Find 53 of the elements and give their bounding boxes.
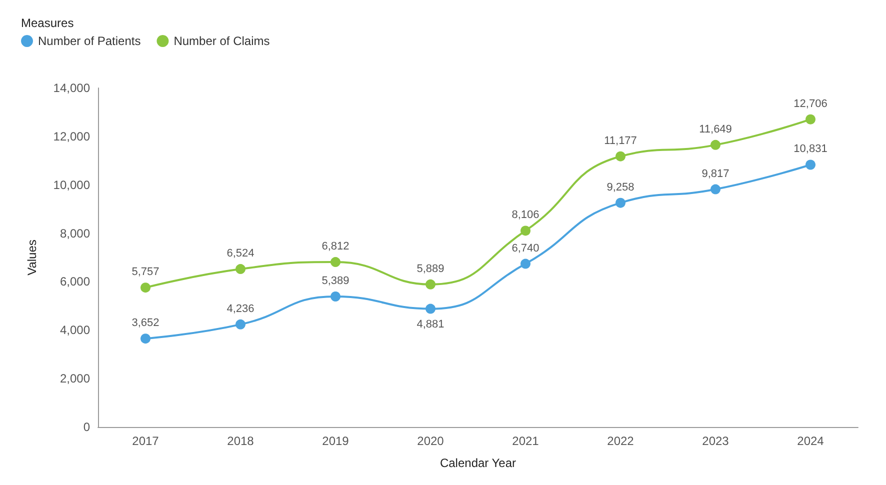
y-tick-label: 0 (83, 420, 90, 434)
y-tick-label: 8,000 (60, 226, 90, 240)
x-tick-label: 2019 (322, 434, 350, 448)
point (140, 334, 150, 344)
x-tick-label: 2017 (132, 434, 160, 448)
data-label: 5,757 (132, 266, 160, 278)
y-tick-label: 10,000 (53, 178, 90, 192)
data-label: 5,389 (322, 275, 350, 288)
point (426, 304, 436, 314)
data-label: 5,889 (416, 262, 444, 275)
data-label: 3,652 (132, 317, 160, 330)
data-label: 12,706 (794, 98, 828, 110)
data-label: 4,236 (226, 302, 254, 315)
point (236, 264, 246, 274)
y-tick-label: 6,000 (60, 274, 90, 289)
data-label: 10,831 (794, 143, 828, 156)
legend-label: Number of Claims (174, 34, 270, 48)
x-tick-label: 2021 (512, 434, 540, 448)
data-label: 9,258 (606, 181, 634, 194)
point (520, 226, 530, 236)
x-tick-label: 2024 (797, 434, 824, 448)
data-label: 11,177 (604, 134, 637, 147)
x-tick-label: 2020 (417, 434, 444, 448)
data-label: 6,812 (322, 240, 350, 253)
data-label: 6,740 (512, 242, 540, 254)
point (616, 198, 626, 208)
point (710, 184, 720, 194)
x-tick-label: 2023 (702, 434, 730, 448)
data-label: 8,106 (512, 209, 540, 222)
point (710, 140, 720, 150)
point (520, 258, 530, 269)
legend-label: Number of Patients (38, 34, 141, 48)
y-axis-title: Values (25, 240, 39, 276)
x-tick-label: 2018 (227, 434, 254, 448)
point (426, 279, 436, 290)
legend-title: Measures (21, 16, 74, 30)
data-label: 4,881 (416, 318, 444, 330)
y-tick-label: 12,000 (53, 129, 90, 144)
point (806, 160, 816, 170)
y-tick-label: 2,000 (60, 372, 90, 386)
point (806, 114, 816, 124)
point (616, 151, 626, 162)
y-tick-label: 14,000 (53, 81, 90, 95)
point (236, 319, 246, 330)
point (330, 257, 340, 268)
y-tick-label: 4,000 (60, 323, 90, 338)
data-label: 6,524 (226, 248, 254, 260)
point (140, 282, 150, 293)
data-label: 9,817 (702, 168, 730, 180)
x-axis-title: Calendar Year (440, 456, 516, 470)
point (330, 292, 340, 302)
x-tick-label: 2022 (607, 434, 634, 448)
data-label: 11,649 (699, 123, 732, 136)
